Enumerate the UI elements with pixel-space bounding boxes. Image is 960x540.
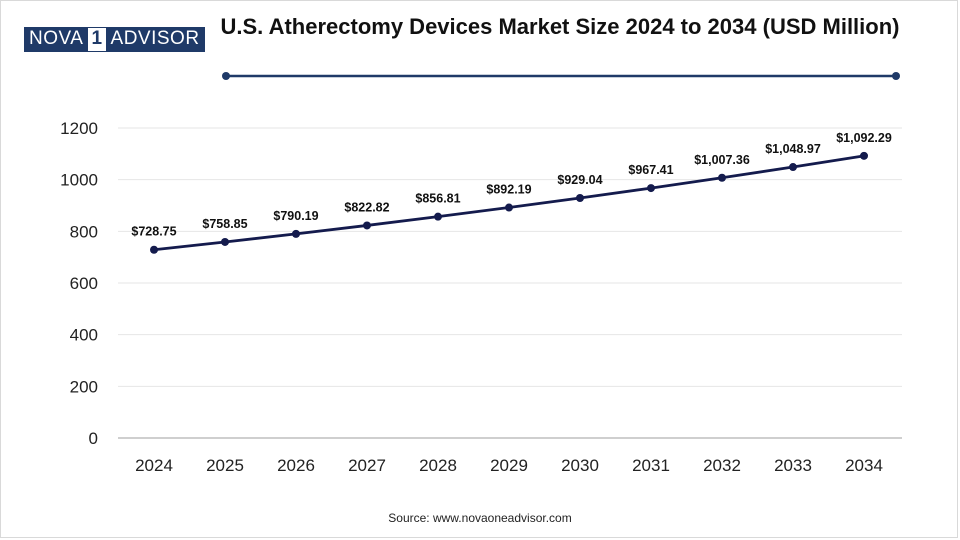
y-axis: 0 200 400 600 800 1000 1200 — [60, 119, 98, 448]
logo-text-nova: NOVA — [25, 28, 88, 51]
x-tick-label: 2024 — [135, 456, 173, 475]
data-points — [150, 151, 868, 254]
y-tick-label: 400 — [70, 326, 98, 345]
x-tick-label: 2027 — [348, 456, 386, 475]
logo-text-advisor: ADVISOR — [106, 28, 204, 51]
x-tick-label: 2031 — [632, 456, 670, 475]
y-tick-label: 800 — [70, 222, 98, 241]
title-rule-start-dot — [222, 72, 230, 80]
data-label: $929.04 — [557, 173, 602, 187]
data-label: $1,092.29 — [836, 131, 892, 145]
data-point — [647, 184, 655, 193]
data-point — [150, 245, 158, 254]
logo-text-number: 1 — [87, 28, 107, 51]
y-tick-label: 200 — [70, 377, 98, 396]
y-tick-label: 1200 — [60, 119, 98, 138]
series-line — [152, 154, 866, 252]
x-tick-label: 2029 — [490, 456, 528, 475]
y-tick-label: 1000 — [60, 171, 98, 190]
data-label: $1,048.97 — [765, 142, 821, 156]
x-tick-label: 2028 — [419, 456, 457, 475]
title-rule-end-dot — [892, 72, 900, 80]
data-label: $790.19 — [273, 209, 318, 223]
x-tick-label: 2026 — [277, 456, 315, 475]
x-axis: 2024 2025 2026 2027 2028 2029 2030 2031 2032 2033… — [135, 456, 883, 475]
data-label: $1,007.36 — [694, 153, 750, 167]
data-point — [718, 173, 726, 182]
x-tick-label: 2030 — [561, 456, 599, 475]
data-label: $892.19 — [486, 183, 531, 197]
data-label: $822.82 — [344, 200, 389, 214]
data-point — [434, 212, 442, 221]
series-line-path — [152, 154, 866, 252]
data-point — [363, 221, 371, 230]
source-note: Source: www.novaoneadvisor.com — [388, 511, 572, 525]
data-label: $856.81 — [415, 192, 460, 206]
data-point — [860, 151, 868, 160]
x-tick-label: 2034 — [845, 456, 883, 475]
y-tick-label: 0 — [89, 429, 98, 448]
data-label: $758.85 — [202, 217, 247, 231]
data-label: $967.41 — [628, 163, 673, 177]
data-point — [221, 237, 229, 246]
chart-title: U.S. Atherectomy Devices Market Size 202… — [220, 14, 900, 39]
data-point — [576, 193, 584, 202]
y-tick-label: 600 — [70, 274, 98, 293]
title-rule — [222, 72, 900, 80]
data-point — [292, 229, 300, 238]
data-point — [789, 163, 797, 172]
data-point — [505, 203, 513, 212]
x-tick-label: 2025 — [206, 456, 244, 475]
gridlines — [118, 127, 902, 439]
x-tick-label: 2033 — [774, 456, 812, 475]
x-tick-label: 2032 — [703, 456, 741, 475]
data-label: $728.75 — [131, 225, 176, 239]
data-labels: $728.75 $758.85 $790.19 $822.82 $856.81 $892.… — [131, 131, 891, 239]
brand-logo: NOVA 1 ADVISOR — [24, 27, 205, 52]
